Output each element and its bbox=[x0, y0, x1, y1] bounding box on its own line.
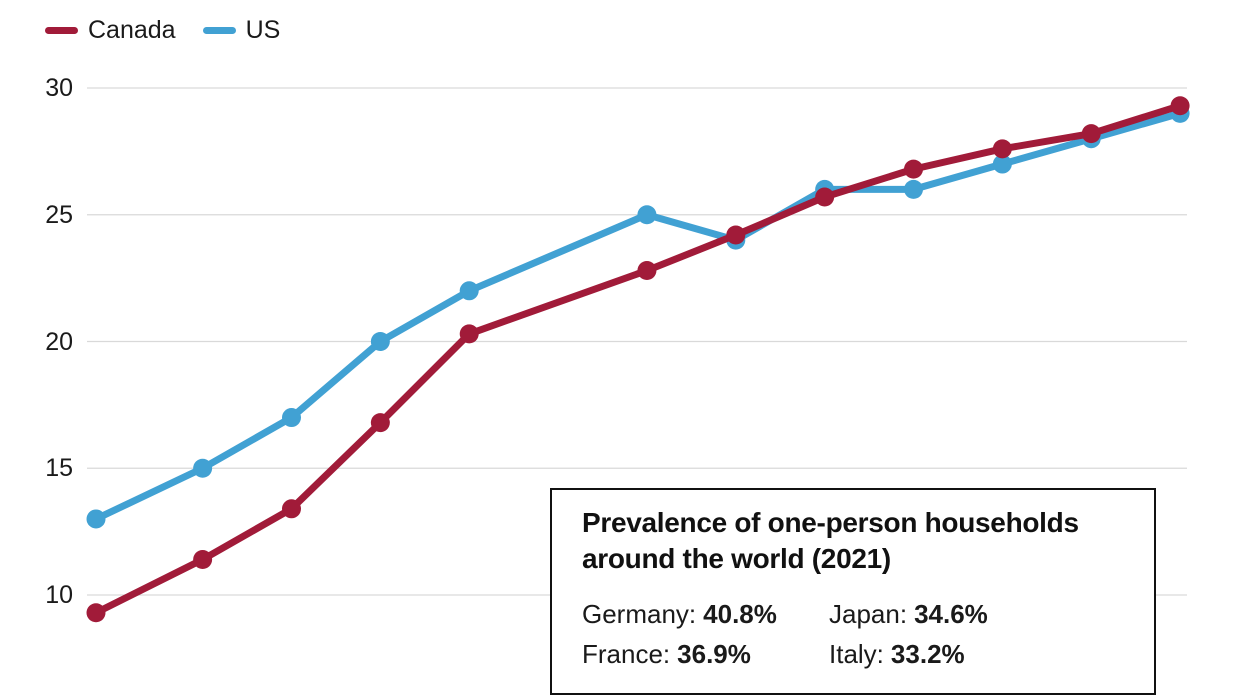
canada-point bbox=[1081, 124, 1101, 144]
canada-point bbox=[904, 159, 924, 179]
canada-point bbox=[459, 324, 479, 344]
annotation-stats: Germany: 40.8% Japan: 34.6% France: 36.9% I… bbox=[582, 599, 1142, 669]
legend-label-canada: Canada bbox=[88, 16, 176, 44]
us-point bbox=[193, 458, 213, 478]
stat-italy: Italy: 33.2% bbox=[829, 639, 1142, 669]
canada-line bbox=[92, 102, 1184, 617]
y-axis-label: 20 bbox=[45, 327, 73, 356]
stat-italy-label: Italy: bbox=[829, 639, 884, 669]
us-point bbox=[370, 332, 390, 351]
annotation-title-line-2: around the world (2021) bbox=[582, 543, 891, 574]
stat-italy-value: 33.2% bbox=[890, 639, 965, 669]
annotation-title: Prevalence of one-person households arou… bbox=[582, 505, 1142, 577]
us-point bbox=[637, 205, 657, 225]
canada-point bbox=[637, 261, 657, 281]
y-axis-label: 25 bbox=[45, 200, 73, 229]
us-series-swatch bbox=[202, 26, 236, 34]
legend: Canada US bbox=[45, 15, 280, 45]
stat-germany-value: 40.8% bbox=[703, 599, 777, 629]
stat-japan-value: 34.6% bbox=[914, 599, 988, 629]
canada-point bbox=[370, 413, 390, 433]
us-point bbox=[281, 408, 301, 428]
stat-france-value: 36.9% bbox=[677, 639, 751, 669]
canada-point bbox=[992, 139, 1012, 159]
y-axis-label: 10 bbox=[45, 581, 73, 609]
canada-point bbox=[86, 603, 106, 623]
canada-point bbox=[726, 225, 746, 245]
legend-item-canada: Canada bbox=[45, 15, 176, 45]
y-axis-label: 30 bbox=[45, 74, 73, 102]
annotation-title-line-1: Prevalence of one-person households bbox=[582, 507, 1079, 538]
stat-france: France: 36.9% bbox=[582, 639, 829, 669]
canada-series-swatch bbox=[45, 26, 78, 34]
us-point bbox=[904, 179, 924, 199]
stat-japan: Japan: 34.6% bbox=[829, 599, 1142, 629]
canada-point bbox=[1170, 96, 1190, 116]
us-point bbox=[86, 509, 106, 529]
annotation-box: Prevalence of one-person households arou… bbox=[550, 488, 1156, 695]
legend-label-us: US bbox=[245, 16, 281, 44]
stat-france-label: France: bbox=[582, 639, 671, 669]
us-point bbox=[459, 281, 479, 301]
canada-point bbox=[281, 499, 301, 519]
legend-item-us: US bbox=[202, 15, 281, 45]
stat-germany-label: Germany: bbox=[582, 599, 697, 629]
us-point bbox=[992, 154, 1012, 174]
canada-point bbox=[193, 550, 213, 570]
us-line bbox=[92, 109, 1184, 523]
stat-japan-label: Japan: bbox=[829, 599, 908, 629]
stat-germany: Germany: 40.8% bbox=[582, 599, 829, 629]
canada-point bbox=[815, 187, 835, 207]
y-axis-label: 15 bbox=[45, 454, 73, 483]
